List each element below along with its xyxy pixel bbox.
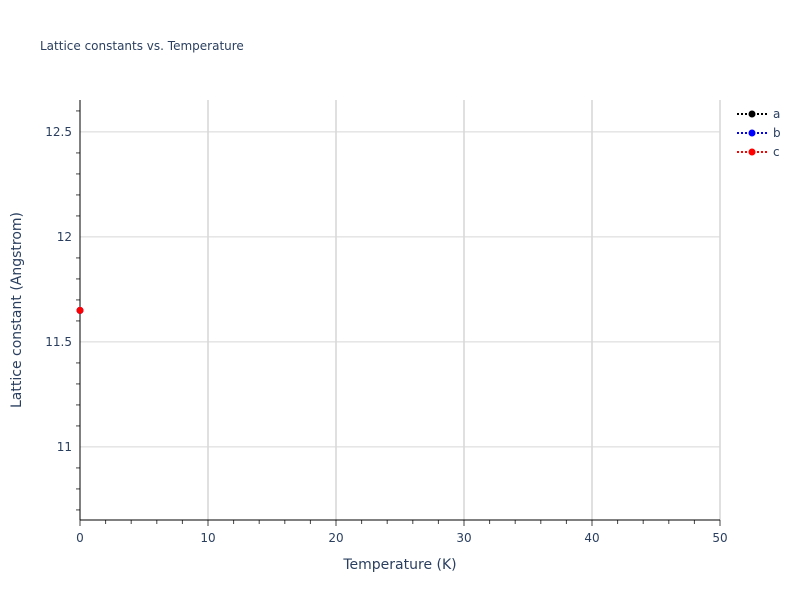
- x-axis-label: Temperature (K): [342, 557, 456, 573]
- y-axis-label: Lattice constant (Angstrom): [9, 212, 25, 408]
- y-tick-label: 12.5: [45, 125, 72, 139]
- chart-title: Lattice constants vs. Temperature: [40, 39, 244, 53]
- x-tick-label: 30: [456, 531, 471, 545]
- x-tick-label: 50: [712, 531, 727, 545]
- legend-label: a: [773, 107, 780, 121]
- legend-label: b: [773, 126, 781, 140]
- data-point-c: [76, 306, 84, 314]
- x-tick-label: 10: [200, 531, 215, 545]
- legend[interactable]: abc: [737, 107, 781, 159]
- x-tick-label: 20: [328, 531, 343, 545]
- x-tick-label: 40: [584, 531, 599, 545]
- legend-marker: [748, 129, 756, 137]
- legend-item-b[interactable]: b: [737, 126, 781, 140]
- data-marks: [76, 306, 84, 314]
- grid: [80, 100, 721, 520]
- x-tick-label: 0: [76, 531, 84, 545]
- y-tick-label: 12: [57, 230, 72, 244]
- legend-marker: [748, 148, 756, 156]
- legend-marker: [748, 110, 756, 118]
- y-tick-label: 11.5: [45, 335, 72, 349]
- legend-item-a[interactable]: a: [737, 107, 780, 121]
- legend-label: c: [773, 145, 780, 159]
- y-tick-label: 11: [57, 440, 72, 454]
- axes: 0 10 20 30 40 50 11 11.5 12 12.5: [45, 100, 728, 545]
- legend-item-c[interactable]: c: [737, 145, 780, 159]
